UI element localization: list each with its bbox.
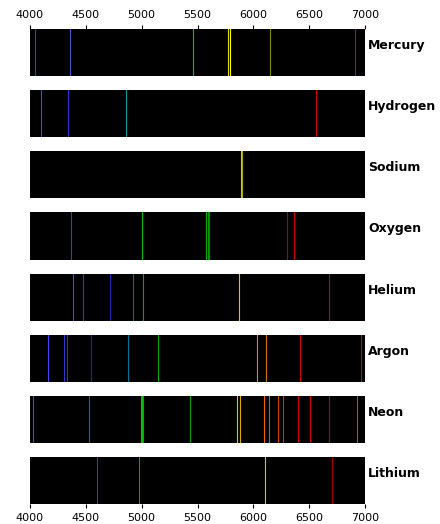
Text: Lithium: Lithium	[368, 467, 421, 480]
Text: Helium: Helium	[368, 283, 417, 297]
Text: Sodium: Sodium	[368, 161, 420, 174]
Text: Oxygen: Oxygen	[368, 222, 421, 235]
Text: Hydrogen: Hydrogen	[368, 100, 436, 113]
Text: Mercury: Mercury	[368, 39, 425, 52]
Text: Argon: Argon	[368, 345, 410, 358]
Text: Neon: Neon	[368, 406, 404, 419]
